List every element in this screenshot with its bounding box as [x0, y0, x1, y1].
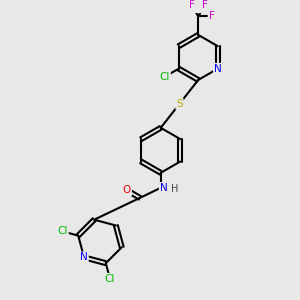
Text: Cl: Cl: [58, 226, 68, 236]
Text: N: N: [80, 252, 88, 262]
Text: S: S: [176, 99, 183, 109]
Text: N: N: [160, 183, 167, 193]
Text: F: F: [202, 0, 208, 10]
Text: F: F: [208, 11, 214, 21]
Text: H: H: [171, 184, 178, 194]
Text: Cl: Cl: [105, 274, 115, 284]
Text: N: N: [214, 64, 222, 74]
Text: O: O: [123, 185, 131, 195]
Text: Cl: Cl: [160, 72, 170, 82]
Text: F: F: [189, 0, 195, 10]
